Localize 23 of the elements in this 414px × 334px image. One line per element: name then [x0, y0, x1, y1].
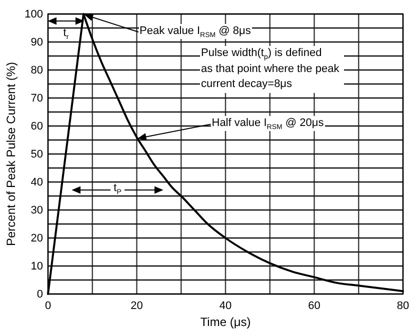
x-tick-label: 20 — [130, 300, 143, 312]
y-tick-label: 80 — [30, 64, 43, 77]
y-tick-label: 30 — [30, 204, 43, 217]
x-axis-title: Time (μs) — [200, 315, 251, 329]
y-tick-label: 60 — [30, 120, 43, 133]
y-tick-label: 10 — [30, 260, 43, 273]
y-tick-label: 0 — [36, 288, 43, 301]
annotation: Peak value I$_{RSM}$ @ 8μs — [138, 24, 252, 39]
y-tick-label: 50 — [30, 148, 43, 161]
x-tick-label: 80 — [396, 300, 410, 312]
annotation: Half value I$_{RSM}$ @ 20μs — [210, 116, 325, 132]
x-tick-label: 60 — [308, 300, 320, 312]
annotation: t$_{P}$ — [112, 181, 122, 196]
y-tick-label: 100 — [24, 8, 43, 21]
y-tick-label: 40 — [30, 176, 43, 189]
y-tick-label: 70 — [30, 92, 43, 105]
y-tick-label: 20 — [30, 232, 43, 245]
x-tick-label: 0 — [44, 300, 52, 312]
annotation: Pulse width(t$_{p}$) is defined as that point where the peak current decay=8μs — [200, 46, 344, 92]
y-axis-title: Percent of Peak Pulse Current (%) — [4, 62, 18, 246]
y-tick-label: 90 — [30, 36, 43, 49]
annotation: t$_{r}$ — [62, 26, 70, 41]
x-tick-label: 40 — [219, 300, 232, 312]
